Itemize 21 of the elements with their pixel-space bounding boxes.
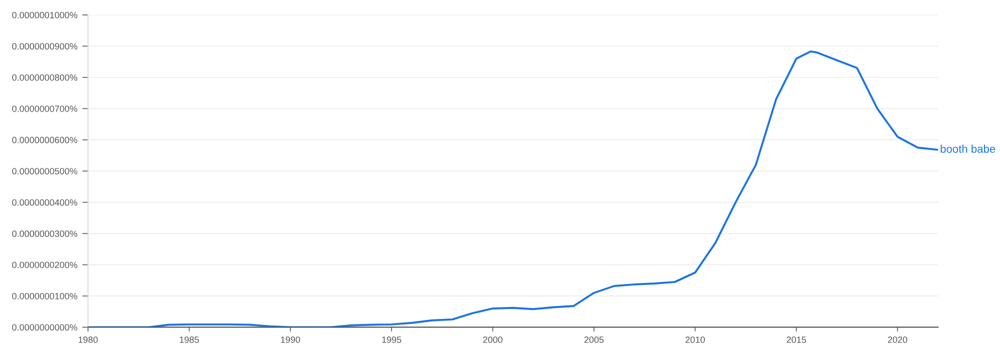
y-tick-label: 0.0000000800% <box>12 74 78 81</box>
y-tick-label: 0.0000000600% <box>12 136 78 144</box>
y-tick-label: 0.0000000100% <box>12 292 78 300</box>
x-tick-label: 2000 <box>483 336 502 343</box>
y-tick-label: 0.0000000000% <box>12 324 78 331</box>
x-tick-label: 2010 <box>686 336 705 343</box>
series-label: booth babe <box>940 144 996 153</box>
x-tick-label: 1990 <box>281 336 300 343</box>
x-tick-label: 1980 <box>78 336 98 343</box>
x-tick-label: 1985 <box>180 336 199 343</box>
y-tick-label: 0.0000000700% <box>12 106 78 112</box>
x-tick-label: 2005 <box>584 336 604 343</box>
y-tick-label: 0.0000000400% <box>12 199 78 206</box>
y-tick-label: 0.0000000500% <box>12 168 78 174</box>
x-tick-label: 1995 <box>382 336 402 343</box>
x-tick-label: 2020 <box>888 336 908 343</box>
y-tick-label: 0.0000000900% <box>12 43 78 50</box>
y-tick-label: 0.0000000300% <box>12 230 78 237</box>
y-tick-label: 0.0000001000% <box>12 12 78 18</box>
x-tick-label: 2015 <box>786 336 806 343</box>
y-tick-label: 0.0000000200% <box>12 262 78 268</box>
